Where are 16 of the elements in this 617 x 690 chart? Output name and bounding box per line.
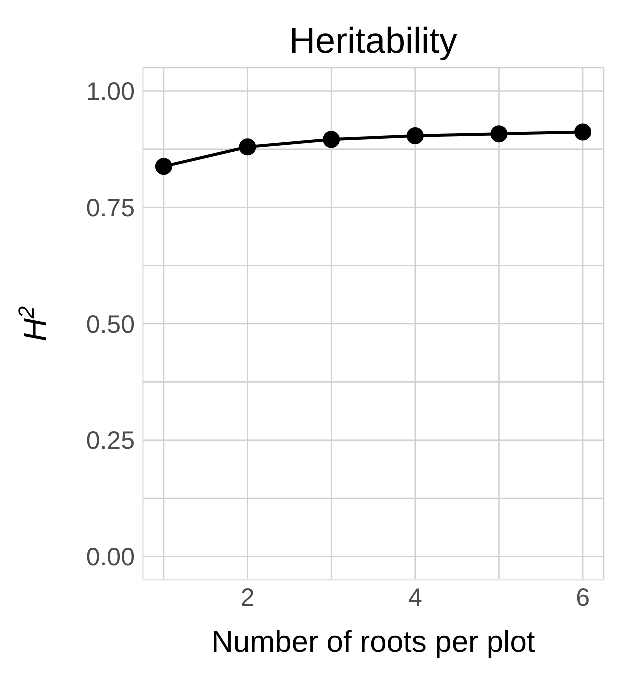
- point: [574, 124, 592, 141]
- y-tick-label: 0.25: [86, 427, 135, 456]
- x-axis-title: Number of roots per plot: [212, 626, 536, 659]
- x-tick-label: 6: [576, 584, 590, 612]
- y-tick-label: 1.00: [86, 78, 135, 106]
- x-tick-label: 2: [240, 584, 255, 612]
- point: [239, 138, 256, 156]
- y-tick-label: 0.00: [86, 544, 135, 572]
- point: [406, 127, 424, 144]
- y-tick-label: 0.75: [86, 194, 135, 223]
- point: [323, 131, 340, 148]
- y-tick-label: 0.50: [86, 310, 135, 339]
- point: [490, 126, 508, 143]
- point: [155, 158, 172, 176]
- x-tick-label: 4: [408, 584, 422, 612]
- chart-title: Heritability: [289, 20, 458, 61]
